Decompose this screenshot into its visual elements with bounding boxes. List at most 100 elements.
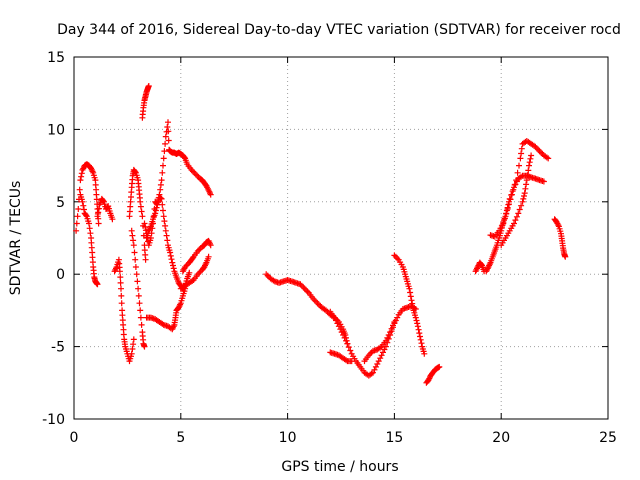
data-point	[374, 361, 381, 367]
data-point	[510, 186, 517, 193]
data-point	[413, 317, 420, 324]
data-point	[165, 137, 172, 144]
data-point	[158, 177, 165, 184]
data-point	[387, 329, 394, 336]
data-point	[73, 227, 80, 234]
data-point	[162, 227, 169, 234]
data-point	[117, 274, 124, 281]
data-point	[417, 336, 424, 343]
data-point	[525, 167, 532, 174]
data-point	[77, 177, 84, 184]
data-point	[132, 264, 139, 270]
data-point	[418, 340, 425, 347]
data-point	[150, 220, 156, 227]
data-point	[80, 202, 87, 209]
y-tick-label: 15	[47, 50, 65, 66]
data-point	[385, 332, 392, 338]
data-point	[135, 292, 142, 299]
data-point	[79, 198, 86, 205]
data-point	[142, 256, 149, 263]
data-point	[511, 181, 518, 188]
y-tick-label: -10	[42, 412, 65, 428]
data-point	[517, 155, 524, 162]
data-point	[116, 268, 123, 275]
data-point	[165, 119, 171, 126]
data-point	[515, 210, 522, 217]
data-point	[131, 249, 138, 256]
x-tick-label: 5	[176, 430, 185, 446]
data-point	[129, 232, 136, 239]
data-point	[421, 350, 428, 357]
data-point	[86, 220, 92, 227]
data-point	[526, 159, 533, 166]
data-point	[118, 285, 124, 292]
data-point	[162, 222, 169, 229]
data-point	[160, 213, 167, 220]
data-point	[128, 227, 135, 234]
data-point	[128, 350, 135, 357]
data-point	[344, 340, 351, 347]
data-point	[78, 173, 85, 180]
data-point	[157, 181, 164, 188]
data-point	[74, 213, 81, 220]
data-point	[139, 213, 146, 220]
data-point	[378, 352, 385, 359]
x-axis-label: GPS time / hours	[281, 459, 398, 475]
y-axis: -10 -5 0 5 10 15	[42, 50, 608, 428]
data-point	[527, 155, 534, 162]
data-point	[518, 150, 525, 157]
data-point	[137, 203, 144, 210]
data-point	[162, 133, 169, 140]
data-point	[518, 202, 525, 209]
data-point	[86, 225, 93, 232]
data-point	[150, 213, 157, 220]
data-point	[167, 252, 174, 259]
data-point	[415, 326, 422, 333]
data-point	[159, 169, 166, 176]
x-tick-label: 25	[599, 430, 617, 446]
data-point	[158, 195, 165, 202]
data-point	[186, 269, 193, 276]
data-point	[512, 217, 519, 224]
data-point	[135, 285, 142, 292]
data-point	[390, 322, 396, 329]
data-point	[170, 265, 177, 272]
data-point	[508, 191, 515, 198]
data-point	[417, 333, 423, 340]
data-point	[87, 230, 94, 237]
data-point	[130, 341, 137, 348]
data-point	[520, 195, 527, 202]
data-point	[162, 140, 169, 147]
data-point	[504, 206, 511, 212]
data-point	[406, 285, 413, 292]
data-point	[118, 292, 125, 299]
y-axis-label: SDTVAR / TECUs	[8, 181, 24, 296]
data-point	[523, 181, 530, 188]
x-tick-label: 15	[385, 430, 403, 446]
data-point	[503, 210, 510, 217]
data-point	[164, 124, 171, 130]
data-point	[168, 256, 175, 263]
data-point	[207, 242, 214, 249]
data-point	[343, 337, 349, 344]
data-point	[345, 344, 352, 351]
data-point	[518, 145, 525, 152]
y-tick-label: 10	[47, 122, 65, 138]
data-point	[528, 152, 535, 159]
data-point	[540, 178, 547, 185]
data-point	[132, 256, 139, 263]
data-point	[94, 281, 101, 288]
data-point	[151, 206, 158, 212]
data-point	[545, 155, 552, 162]
y-tick-label: 0	[56, 267, 65, 283]
data-point	[521, 190, 528, 197]
data-point	[138, 208, 145, 215]
data-point	[207, 191, 214, 198]
data-point	[136, 300, 143, 307]
data-point	[137, 307, 144, 314]
data-point	[95, 205, 102, 212]
data-point	[205, 253, 212, 260]
data-point	[407, 293, 414, 300]
data-point	[142, 223, 149, 230]
data-point	[526, 162, 532, 169]
